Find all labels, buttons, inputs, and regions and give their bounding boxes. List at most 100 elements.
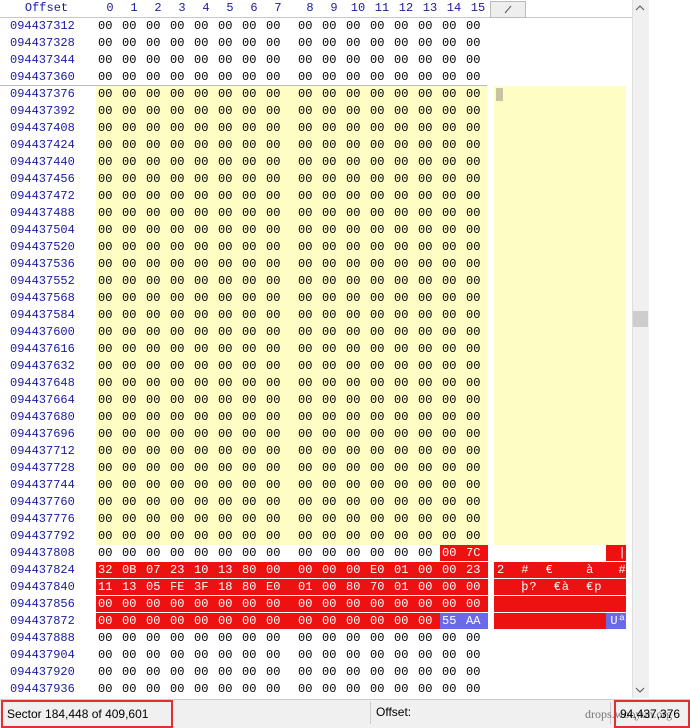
hex-byte: 00	[170, 427, 185, 441]
hex-byte: 00	[322, 342, 337, 356]
hex-byte: 00	[466, 495, 481, 509]
hex-byte: 00	[322, 87, 337, 101]
hex-byte: 00	[98, 104, 113, 118]
hex-byte: 00	[442, 257, 457, 271]
hex-byte: 00	[264, 596, 296, 612]
ascii-header-button[interactable]	[490, 1, 526, 18]
hex-byte: 00	[298, 648, 313, 662]
hex-byte: 00	[418, 274, 433, 288]
hex-byte: 00	[418, 682, 433, 696]
hex-byte: 00	[322, 19, 337, 33]
hex-byte: 00	[418, 427, 433, 441]
scroll-down[interactable]	[634, 684, 646, 696]
hex-byte: 00	[298, 53, 313, 67]
scroll-thumb[interactable]	[633, 311, 648, 327]
hex-byte: 00	[194, 36, 209, 50]
hex-byte: 00	[146, 70, 161, 84]
hex-byte: 00	[442, 512, 457, 526]
hex-byte: 00	[218, 223, 233, 237]
row-separator	[0, 85, 487, 86]
offset: 094437856	[10, 597, 75, 611]
hex-byte: 00	[416, 613, 440, 629]
hex-byte: 00	[440, 596, 464, 612]
hex-byte: 00	[394, 36, 409, 50]
hex-byte: 00	[298, 410, 313, 424]
hex-byte: 00	[394, 444, 409, 458]
hex-byte: 00	[266, 478, 281, 492]
offset: 094437344	[10, 53, 75, 67]
hex-byte: 00	[442, 648, 457, 662]
hex-byte: 00	[266, 546, 281, 560]
hex-byte: 00	[466, 648, 481, 662]
hex-byte: 00	[418, 87, 433, 101]
hex-byte: 00	[242, 87, 257, 101]
hex-byte: 00	[466, 257, 481, 271]
hex-byte: 00	[416, 579, 440, 595]
hex-byte: 00	[170, 274, 185, 288]
hex-byte: 00	[242, 529, 257, 543]
hex-byte: 00	[96, 596, 120, 612]
hex-byte: 00	[346, 121, 361, 135]
hex-byte: 00	[418, 393, 433, 407]
hex-byte: 00	[442, 155, 457, 169]
hex-byte: 00	[394, 240, 409, 254]
hex-byte: 00	[218, 189, 233, 203]
hex-byte: 00	[442, 410, 457, 424]
hex-byte: 13	[120, 579, 144, 595]
hex-byte: 00	[266, 665, 281, 679]
hex-byte: 00	[242, 121, 257, 135]
hex-byte: 00	[194, 206, 209, 220]
hex-byte: 00	[242, 308, 257, 322]
hex-byte: 00	[194, 682, 209, 696]
hex-byte: 00	[466, 87, 481, 101]
hex-byte: 00	[266, 240, 281, 254]
column-header: 12	[398, 1, 414, 15]
hex-byte: 00	[242, 648, 257, 662]
hex-byte: 07	[144, 562, 168, 578]
hex-byte: 00	[98, 665, 113, 679]
hex-byte: 00	[394, 648, 409, 662]
hex-byte: 00	[466, 291, 481, 305]
hex-byte: 00	[146, 223, 161, 237]
hex-byte: 00	[146, 665, 161, 679]
hex-byte: 00	[242, 342, 257, 356]
hex-byte: 00	[322, 665, 337, 679]
scroll-up[interactable]	[634, 2, 646, 14]
hex-byte: 00	[98, 410, 113, 424]
hex-byte: FE	[168, 579, 192, 595]
hex-byte: 00	[346, 427, 361, 441]
hex-byte: 00	[368, 613, 392, 629]
hex-byte: 00	[194, 478, 209, 492]
hex-byte: 00	[194, 342, 209, 356]
hex-byte: 00	[170, 172, 185, 186]
hex-byte: 00	[418, 155, 433, 169]
hex-byte: 00	[346, 308, 361, 322]
hex-byte: 00	[146, 461, 161, 475]
hex-byte: 00	[298, 461, 313, 475]
hex-byte: 00	[418, 342, 433, 356]
hex-byte: 00	[346, 36, 361, 50]
hex-byte: 00	[418, 546, 433, 560]
hex-byte: 00	[394, 495, 409, 509]
hex-byte: 00	[194, 138, 209, 152]
hex-byte: 00	[146, 189, 161, 203]
hex-byte: 00	[194, 70, 209, 84]
ascii-text: þ? €à €p	[497, 580, 627, 594]
hex-byte: 00	[298, 121, 313, 135]
hex-byte: 00	[442, 427, 457, 441]
hex-byte: 00	[322, 495, 337, 509]
hex-byte: 00	[442, 682, 457, 696]
hex-byte: 7C	[464, 545, 488, 561]
scrollbar[interactable]	[632, 0, 649, 698]
hex-byte: 00	[98, 478, 113, 492]
hex-byte: 00	[298, 223, 313, 237]
offset: 094437776	[10, 512, 75, 526]
hex-byte: 00	[170, 70, 185, 84]
hex-byte: 00	[442, 478, 457, 492]
column-header: 8	[306, 1, 314, 15]
hex-byte: 00	[98, 342, 113, 356]
hex-byte: 00	[170, 546, 185, 560]
hex-byte: 00	[266, 206, 281, 220]
hex-byte: 00	[194, 648, 209, 662]
hex-byte: 00	[466, 478, 481, 492]
